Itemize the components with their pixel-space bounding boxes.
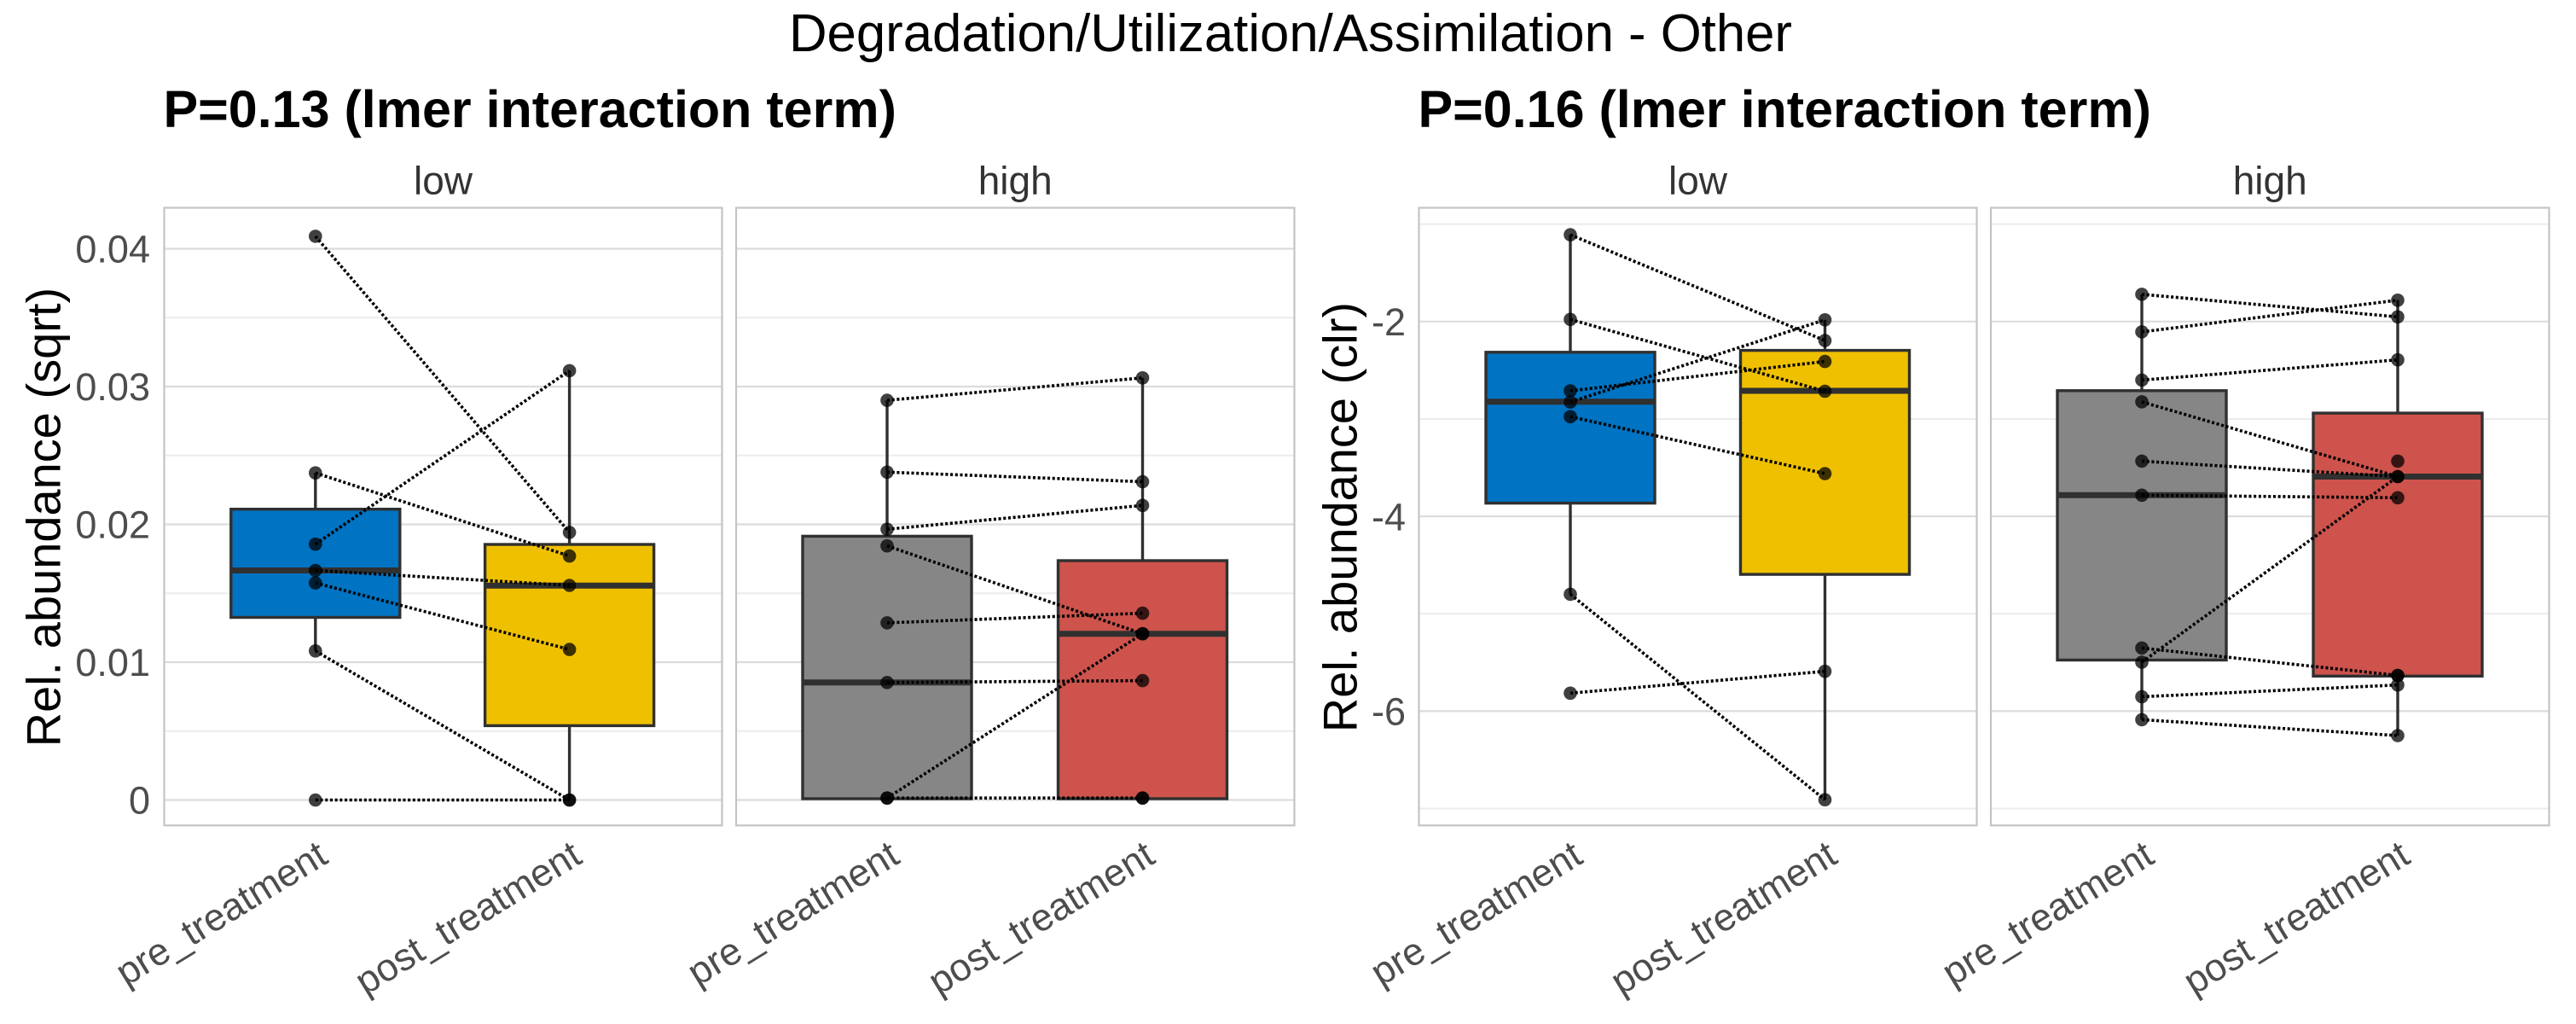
svg-text:Rel. abundance (sqrt): Rel. abundance (sqrt) <box>16 288 70 748</box>
svg-text:0.01: 0.01 <box>75 641 150 684</box>
svg-text:P=0.13 (lmer interaction term): P=0.13 (lmer interaction term) <box>164 80 896 138</box>
svg-text:high: high <box>978 159 1053 203</box>
svg-text:high: high <box>2233 159 2307 203</box>
svg-text:low: low <box>414 159 473 203</box>
svg-text:-2: -2 <box>1372 300 1406 344</box>
svg-text:0.03: 0.03 <box>75 365 150 409</box>
svg-text:0.04: 0.04 <box>75 228 150 271</box>
svg-text:0: 0 <box>129 779 150 823</box>
svg-text:-4: -4 <box>1372 495 1406 538</box>
svg-text:P=0.16 (lmer interaction term): P=0.16 (lmer interaction term) <box>1419 80 2151 138</box>
svg-text:-6: -6 <box>1372 690 1406 734</box>
svg-text:Rel. abundance (clr): Rel. abundance (clr) <box>1313 302 1366 732</box>
svg-text:Degradation/Utilization/Assimi: Degradation/Utilization/Assimilation - O… <box>789 4 1792 63</box>
svg-text:low: low <box>1668 159 1728 203</box>
svg-text:0.02: 0.02 <box>75 503 150 547</box>
